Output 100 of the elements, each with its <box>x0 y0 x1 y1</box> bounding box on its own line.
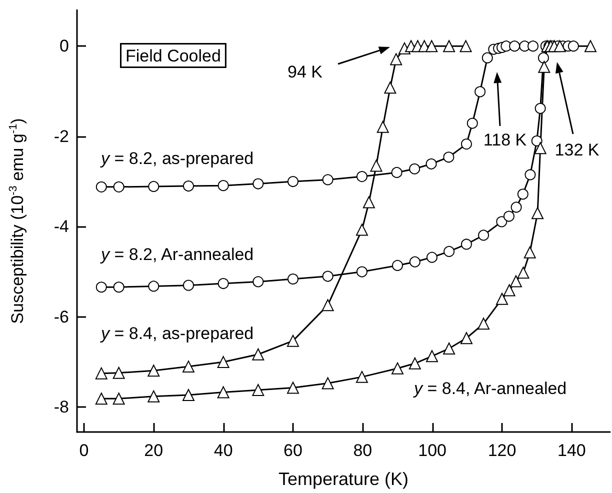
point <box>370 160 382 172</box>
point <box>252 348 264 360</box>
x-tick-label: 140 <box>557 441 586 460</box>
point <box>426 158 437 170</box>
point <box>554 40 566 52</box>
point <box>510 202 522 213</box>
point <box>356 171 368 182</box>
point <box>503 210 514 222</box>
x-tick-label: 40 <box>214 441 233 460</box>
point <box>584 40 596 52</box>
series-label: y = 8.2, as-prepared <box>100 149 254 168</box>
point <box>96 181 107 192</box>
y-tick-label: -8 <box>54 398 69 417</box>
point <box>217 356 230 368</box>
point <box>426 40 438 52</box>
point <box>524 169 536 180</box>
point <box>390 53 402 66</box>
point <box>426 252 438 263</box>
annotation: 94 K <box>288 62 324 82</box>
point <box>362 196 375 208</box>
x-tick-label: 80 <box>353 441 372 460</box>
point <box>182 280 194 291</box>
point <box>460 40 472 52</box>
point <box>218 278 229 290</box>
point <box>148 364 160 377</box>
x-tick-label: 120 <box>488 441 516 460</box>
point <box>356 370 368 383</box>
point <box>503 284 516 296</box>
y-tick-label: -6 <box>54 307 69 326</box>
point <box>287 176 298 188</box>
point <box>474 86 486 98</box>
point <box>482 52 493 64</box>
point <box>252 276 264 288</box>
point <box>322 270 334 282</box>
point <box>538 60 550 73</box>
point <box>391 166 402 178</box>
point <box>568 40 579 52</box>
point <box>287 274 298 284</box>
point <box>95 392 108 405</box>
annotation: 132 K <box>554 140 600 160</box>
point <box>444 246 455 257</box>
annotation: Field Cooled <box>126 46 221 66</box>
point <box>517 188 528 200</box>
y-axis-title: Susceptibility (10-3 emu g-1) <box>8 118 27 324</box>
series-label: y = 8.4, as-prepared <box>100 324 254 343</box>
x-tick-label: 0 <box>79 441 89 460</box>
point <box>182 388 194 401</box>
point <box>322 377 334 390</box>
y-tick-label: 0 <box>60 36 69 56</box>
point <box>113 282 124 293</box>
point <box>538 52 549 64</box>
point <box>443 40 456 52</box>
point <box>182 180 194 192</box>
point <box>510 275 522 288</box>
point <box>443 342 456 355</box>
point <box>528 40 539 52</box>
point <box>531 135 542 146</box>
y-tick-label: -4 <box>54 217 69 236</box>
point <box>218 180 229 192</box>
point <box>148 280 160 292</box>
point <box>391 362 404 374</box>
point <box>356 266 368 278</box>
point <box>148 390 160 402</box>
point <box>112 392 125 405</box>
point <box>252 384 264 396</box>
point <box>322 174 334 186</box>
x-axis-title: Temperature (K) <box>278 469 409 489</box>
series-label: y = 8.4, Ar-annealed <box>413 379 567 398</box>
point <box>534 102 546 114</box>
series-label: y = 8.2, Ar-annealed <box>100 245 254 264</box>
point <box>496 292 508 305</box>
point <box>496 216 508 228</box>
point <box>113 181 124 192</box>
point <box>182 360 194 373</box>
point <box>217 386 230 398</box>
x-tick-label: 20 <box>144 441 164 460</box>
x-tick-label: 60 <box>284 441 302 460</box>
point <box>443 152 454 163</box>
point <box>148 180 160 192</box>
point <box>534 142 546 154</box>
point <box>409 163 420 174</box>
point <box>466 118 478 129</box>
point <box>95 367 108 380</box>
point <box>286 382 299 394</box>
point <box>252 178 264 190</box>
point <box>460 238 472 250</box>
point <box>478 230 490 241</box>
point <box>460 332 472 344</box>
point <box>96 282 107 293</box>
point <box>322 299 334 312</box>
x-tick-label: 100 <box>418 441 447 460</box>
point <box>426 350 438 362</box>
point <box>384 82 396 94</box>
point <box>112 366 125 379</box>
point <box>408 357 421 370</box>
point <box>532 207 544 220</box>
point <box>517 266 530 279</box>
point <box>478 318 490 330</box>
point <box>460 138 472 150</box>
y-tick-label: -2 <box>54 126 69 146</box>
